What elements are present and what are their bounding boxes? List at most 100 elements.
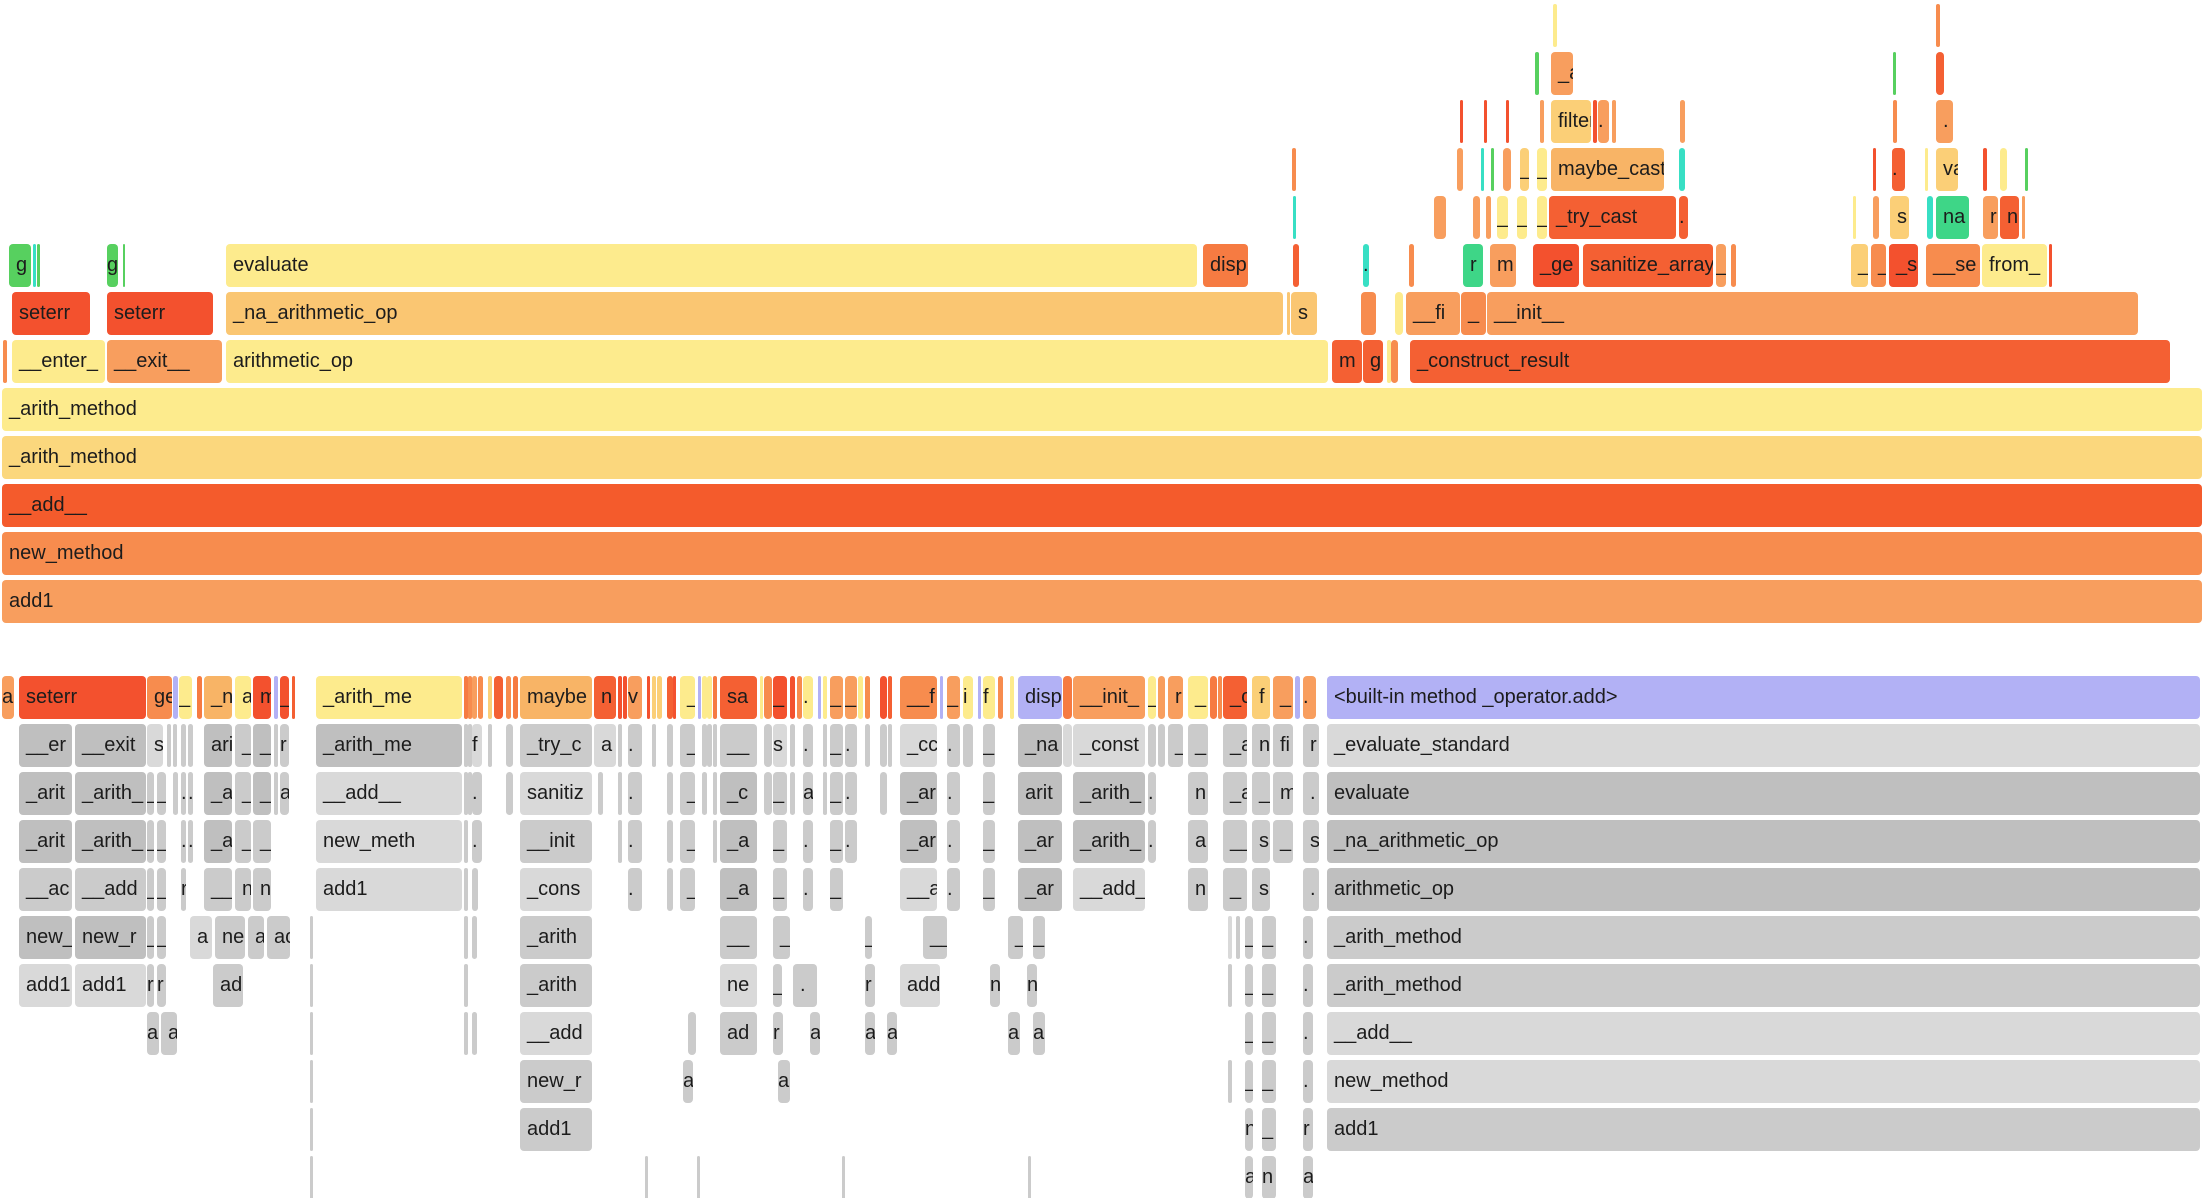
frame-bar[interactable]: . <box>472 772 482 815</box>
frame-bar[interactable]: _n <box>204 676 232 719</box>
frame-bar[interactable]: _arith_method <box>1327 964 2200 1007</box>
frame-bar[interactable]: _arith_method <box>2 436 2202 479</box>
frame-bar[interactable] <box>472 676 477 719</box>
frame-bar[interactable]: ari <box>204 724 232 767</box>
frame-bar[interactable]: a <box>2 676 14 719</box>
frame-bar[interactable] <box>645 1156 648 1198</box>
frame-bar[interactable] <box>292 676 295 719</box>
frame-bar[interactable] <box>37 244 40 287</box>
frame-bar[interactable] <box>998 676 1003 719</box>
frame-bar[interactable] <box>1612 100 1616 143</box>
frame-bar[interactable]: seterr <box>12 292 90 335</box>
frame-bar[interactable] <box>713 676 717 719</box>
frame-bar[interactable]: . <box>1303 868 1319 911</box>
frame-bar[interactable] <box>464 772 468 815</box>
frame-bar[interactable] <box>1028 1156 1031 1198</box>
frame-bar[interactable]: sanitiz <box>520 772 592 815</box>
frame-bar[interactable]: . <box>845 820 857 863</box>
frame-bar[interactable] <box>713 820 717 863</box>
frame-bar[interactable]: _ <box>680 772 695 815</box>
frame-bar[interactable] <box>1434 196 1446 239</box>
frame-bar[interactable]: . <box>1363 244 1369 287</box>
frame-bar[interactable] <box>274 772 278 815</box>
frame-bar[interactable]: a <box>280 772 289 815</box>
frame-bar[interactable]: _ <box>1223 868 1247 911</box>
frame-bar[interactable] <box>1535 52 1539 95</box>
frame-bar[interactable] <box>707 724 712 767</box>
frame-bar[interactable]: _a <box>204 772 232 815</box>
frame-bar[interactable]: a <box>161 1012 177 1055</box>
frame-bar[interactable] <box>1491 148 1494 191</box>
frame-bar[interactable] <box>2022 196 2025 239</box>
frame-bar[interactable]: s <box>1890 196 1909 239</box>
frame-bar[interactable]: _ <box>235 724 251 767</box>
frame-bar[interactable] <box>488 676 492 719</box>
frame-bar[interactable]: __init_ <box>1073 676 1145 719</box>
frame-bar[interactable]: r <box>1303 724 1319 767</box>
frame-bar[interactable]: . <box>947 724 960 767</box>
frame-bar[interactable] <box>652 676 656 719</box>
frame-bar[interactable]: _ <box>1851 244 1868 287</box>
frame-bar[interactable] <box>823 724 827 767</box>
frame-bar[interactable] <box>1893 100 1897 143</box>
frame-bar[interactable]: arit <box>1018 772 1062 815</box>
frame-bar[interactable]: a <box>1188 820 1208 863</box>
frame-bar[interactable]: _ <box>1262 1060 1276 1103</box>
frame-bar[interactable]: _ge <box>1533 244 1579 287</box>
frame-bar[interactable] <box>1460 100 1463 143</box>
frame-bar[interactable] <box>1473 196 1480 239</box>
frame-bar[interactable]: _ <box>1262 916 1276 959</box>
frame-bar[interactable]: _ <box>1461 292 1486 335</box>
frame-bar[interactable] <box>1063 676 1072 719</box>
frame-bar[interactable]: _na_arithmetic_op <box>1327 820 2200 863</box>
frame-bar[interactable] <box>865 676 870 719</box>
frame-bar[interactable]: maybe_cast_t <box>1551 148 1664 191</box>
frame-bar[interactable]: sanitize_array <box>1583 244 1713 287</box>
frame-bar[interactable]: new_r <box>75 916 146 959</box>
frame-bar[interactable]: evaluate <box>1327 772 2200 815</box>
frame-bar[interactable]: r <box>1983 196 1998 239</box>
frame-bar[interactable]: g <box>9 244 31 287</box>
frame-bar[interactable]: . <box>188 820 193 863</box>
frame-bar[interactable]: new_method <box>2 532 2202 575</box>
frame-bar[interactable]: _arith_method <box>1327 916 2200 959</box>
frame-bar[interactable]: _ <box>947 676 960 719</box>
frame-bar[interactable]: _ <box>1262 1012 1276 1055</box>
frame-bar[interactable]: _ <box>983 724 995 767</box>
frame-bar[interactable]: m <box>253 676 271 719</box>
frame-bar[interactable]: _ <box>983 820 995 863</box>
frame-bar[interactable] <box>1873 196 1879 239</box>
frame-bar[interactable]: __init <box>520 820 592 863</box>
frame-bar[interactable] <box>1506 100 1509 143</box>
frame-bar[interactable]: __f <box>900 676 937 719</box>
frame-bar[interactable] <box>1927 196 1933 239</box>
frame-bar[interactable] <box>310 1012 313 1055</box>
frame-bar[interactable] <box>790 676 795 719</box>
frame-bar[interactable] <box>123 244 125 287</box>
frame-bar[interactable]: __fi <box>1406 292 1460 335</box>
frame-bar[interactable]: . <box>947 868 960 911</box>
frame-bar[interactable]: add1 <box>19 964 72 1007</box>
frame-bar[interactable]: _ <box>147 772 154 815</box>
frame-bar[interactable]: arithmetic_op <box>1327 868 2200 911</box>
frame-bar[interactable] <box>940 676 943 719</box>
frame-bar[interactable] <box>310 1108 313 1151</box>
frame-bar[interactable]: . <box>1148 772 1156 815</box>
frame-bar[interactable]: _ <box>1497 196 1508 239</box>
frame-bar[interactable] <box>667 724 673 767</box>
frame-bar[interactable]: add1 <box>1327 1108 2200 1151</box>
frame-bar[interactable]: _ <box>1537 196 1547 239</box>
frame-bar[interactable] <box>823 676 827 719</box>
frame-bar[interactable]: _ <box>1245 916 1253 959</box>
frame-bar[interactable]: _ <box>147 868 154 911</box>
frame-bar[interactable]: __se <box>1926 244 1980 287</box>
frame-bar[interactable]: _ <box>865 916 872 959</box>
frame-bar[interactable] <box>1983 148 1987 191</box>
frame-bar[interactable] <box>618 676 622 719</box>
frame-bar[interactable]: . <box>1303 964 1313 1007</box>
frame-bar[interactable]: _ <box>1245 1012 1253 1055</box>
frame-bar[interactable] <box>1292 148 1296 191</box>
frame-bar[interactable]: _ <box>1520 148 1529 191</box>
frame-bar[interactable]: n <box>235 868 251 911</box>
frame-bar[interactable]: seterr <box>19 676 146 719</box>
